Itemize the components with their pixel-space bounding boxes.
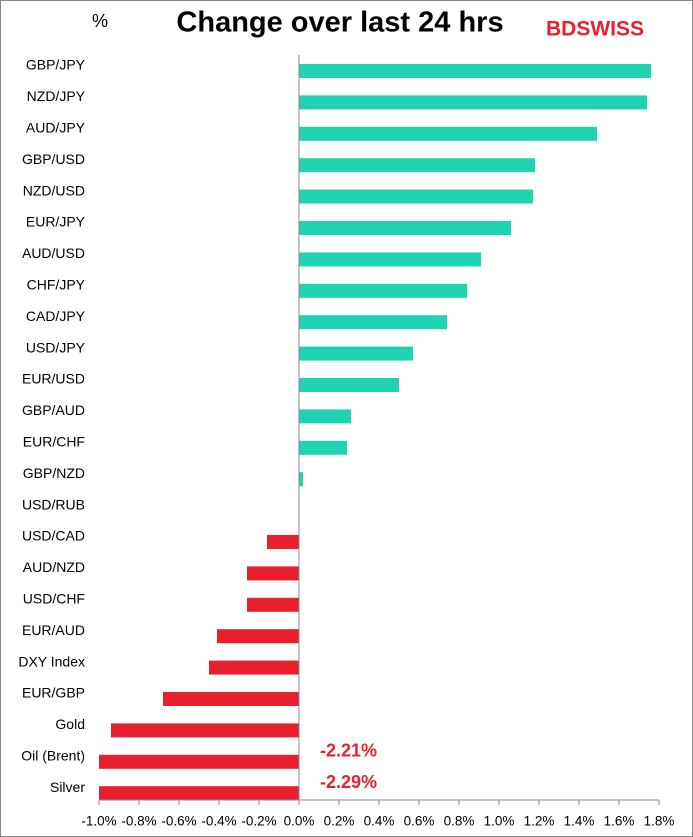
bar xyxy=(299,315,447,330)
y-tick-label: USD/RUB xyxy=(22,496,85,512)
x-tick-label: 1.8% xyxy=(644,814,675,829)
value-label: -2.21% xyxy=(320,741,377,761)
y-tick-label: USD/CAD xyxy=(22,528,85,544)
x-tick-label: -0.2% xyxy=(241,814,276,829)
bar xyxy=(299,283,467,298)
bar xyxy=(299,189,533,204)
y-tick-label: EUR/USD xyxy=(22,371,85,387)
bar xyxy=(111,723,299,738)
bar xyxy=(163,692,299,706)
x-tick-label: -0.8% xyxy=(121,814,156,829)
x-tick-label: -0.4% xyxy=(201,814,236,829)
chart-title: Change over last 24 hrs xyxy=(176,7,503,39)
y-tick-label: Silver xyxy=(50,779,85,795)
bar xyxy=(267,535,299,549)
y-tick-label: NZD/JPY xyxy=(27,88,86,104)
plot xyxy=(99,64,651,801)
y-tick-label: GBP/AUD xyxy=(22,402,85,418)
y-tick-label: CHF/JPY xyxy=(27,277,86,293)
logo: BDSWISS xyxy=(546,18,644,41)
y-tick-label: AUD/NZD xyxy=(23,559,85,575)
bar xyxy=(99,786,299,801)
x-tick-label: 0.2% xyxy=(324,814,355,829)
x-tick-label: 0.4% xyxy=(364,814,395,829)
y-tick-label: Gold xyxy=(55,716,85,732)
y-tick-label: USD/CHF xyxy=(23,591,85,607)
y-tick-label: NZD/USD xyxy=(23,182,85,198)
y-tick-label: Oil (Brent) xyxy=(21,748,85,764)
bar xyxy=(299,346,413,361)
x-tick-label: -1.0% xyxy=(81,814,116,829)
x-tick-label: 1.2% xyxy=(524,814,555,829)
bar xyxy=(299,158,535,173)
y-tick-label: AUD/USD xyxy=(22,245,85,261)
bar xyxy=(299,378,399,392)
x-tick-label: 1.0% xyxy=(484,814,515,829)
bar xyxy=(247,566,299,581)
unit-label: % xyxy=(92,11,108,31)
bar xyxy=(299,409,351,424)
y-tick-label: EUR/CHF xyxy=(23,434,85,450)
x-tick-label: 0.6% xyxy=(404,814,435,829)
bar xyxy=(299,64,651,78)
bar xyxy=(209,660,299,675)
y-tick-label: EUR/JPY xyxy=(26,214,86,230)
bar xyxy=(299,472,303,487)
bar xyxy=(299,252,481,267)
y-tick-label: GBP/USD xyxy=(22,151,85,167)
y-tick-label: GBP/JPY xyxy=(26,57,86,73)
y-tick-label: EUR/GBP xyxy=(22,685,85,701)
y-tick-label: AUD/JPY xyxy=(26,120,86,136)
bar xyxy=(299,126,597,141)
y-tick-label: GBP/NZD xyxy=(23,465,85,481)
bar xyxy=(247,597,299,612)
x-tick-label: 0.0% xyxy=(284,814,315,829)
y-tick-label: EUR/AUD xyxy=(22,622,85,638)
x-tick-label: 1.4% xyxy=(564,814,595,829)
bar xyxy=(99,754,299,769)
value-label: -2.29% xyxy=(320,772,377,792)
bar xyxy=(299,95,647,110)
y-tick-label: CAD/JPY xyxy=(26,308,86,324)
x-tick-label: 1.6% xyxy=(604,814,635,829)
bar xyxy=(299,440,347,455)
x-tick-label: -0.6% xyxy=(161,814,196,829)
x-tick-label: 0.8% xyxy=(444,814,475,829)
bar xyxy=(299,221,511,235)
bar xyxy=(217,629,299,644)
y-tick-label: USD/JPY xyxy=(26,339,86,355)
y-tick-label: DXY Index xyxy=(18,653,85,669)
